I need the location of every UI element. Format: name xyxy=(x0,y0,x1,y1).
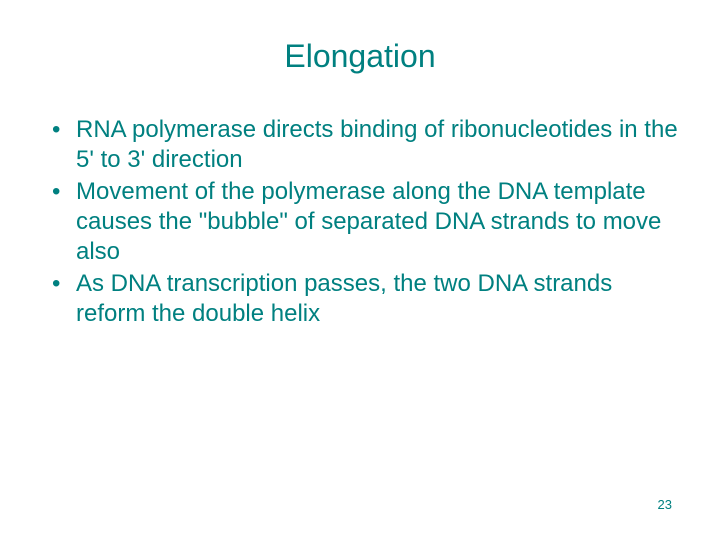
bullet-list: RNA polymerase directs binding of ribonu… xyxy=(40,115,680,329)
bullet-item: Movement of the polymerase along the DNA… xyxy=(48,177,680,267)
bullet-item: RNA polymerase directs binding of ribonu… xyxy=(48,115,680,175)
bullet-item: As DNA transcription passes, the two DNA… xyxy=(48,269,680,329)
slide-container: Elongation RNA polymerase directs bindin… xyxy=(0,0,720,540)
page-number: 23 xyxy=(658,497,672,512)
slide-title: Elongation xyxy=(40,38,680,75)
